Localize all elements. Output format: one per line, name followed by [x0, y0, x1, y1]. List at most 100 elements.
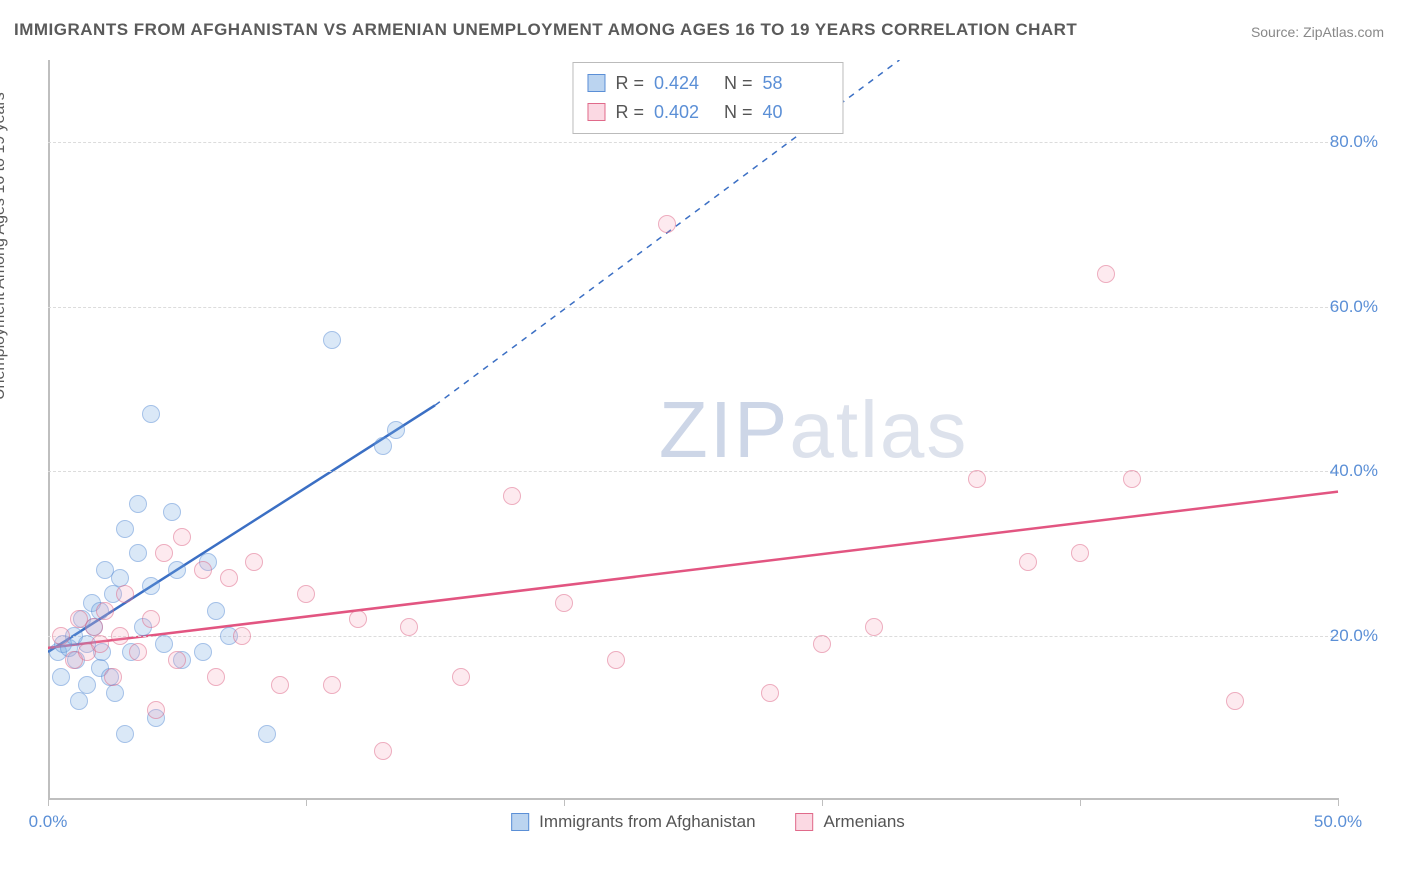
gridline — [48, 142, 1338, 143]
data-point — [52, 627, 70, 645]
data-point — [104, 668, 122, 686]
stat-n-label: N = — [724, 98, 753, 127]
x-tick-mark — [564, 798, 565, 806]
data-point — [85, 618, 103, 636]
data-point — [1097, 265, 1115, 283]
x-tick-label: 50.0% — [1314, 812, 1362, 832]
data-point — [52, 668, 70, 686]
bottom-legend: Immigrants from Afghanistan Armenians — [511, 812, 905, 832]
data-point — [142, 610, 160, 628]
legend-label: Immigrants from Afghanistan — [539, 812, 755, 832]
x-tick-mark — [48, 798, 49, 806]
data-point — [70, 692, 88, 710]
data-point — [111, 569, 129, 587]
data-point — [207, 602, 225, 620]
source-prefix: Source: — [1251, 24, 1303, 40]
data-point — [106, 684, 124, 702]
data-point — [220, 569, 238, 587]
trendlines-svg — [48, 60, 1368, 830]
data-point — [555, 594, 573, 612]
trendline — [48, 492, 1338, 648]
data-point — [111, 627, 129, 645]
data-point — [374, 437, 392, 455]
data-point — [155, 544, 173, 562]
data-point — [173, 528, 191, 546]
legend-swatch — [796, 813, 814, 831]
x-tick-label: 0.0% — [29, 812, 68, 832]
x-tick-mark — [1080, 798, 1081, 806]
watermark: ZIPatlas — [659, 384, 968, 476]
data-point — [387, 421, 405, 439]
legend-label: Armenians — [824, 812, 905, 832]
data-point — [1071, 544, 1089, 562]
data-point — [207, 668, 225, 686]
data-point — [452, 668, 470, 686]
data-point — [1019, 553, 1037, 571]
data-point — [400, 618, 418, 636]
data-point — [761, 684, 779, 702]
stat-r-value: 0.424 — [654, 69, 714, 98]
y-tick-label: 60.0% — [1330, 297, 1378, 317]
legend-swatch — [587, 74, 605, 92]
y-tick-label: 20.0% — [1330, 626, 1378, 646]
data-point — [155, 635, 173, 653]
chart-title: IMMIGRANTS FROM AFGHANISTAN VS ARMENIAN … — [14, 20, 1077, 40]
data-point — [147, 701, 165, 719]
watermark-atlas: atlas — [789, 385, 968, 474]
source-link[interactable]: ZipAtlas.com — [1303, 24, 1384, 40]
data-point — [194, 561, 212, 579]
data-point — [116, 725, 134, 743]
data-point — [142, 405, 160, 423]
data-point — [96, 602, 114, 620]
stat-n-value: 58 — [763, 69, 823, 98]
gridline — [48, 307, 1338, 308]
x-axis-line — [48, 798, 1338, 800]
data-point — [116, 585, 134, 603]
data-point — [813, 635, 831, 653]
stats-row: R = 0.424 N = 58 — [587, 69, 822, 98]
stat-r-label: R = — [615, 69, 644, 98]
gridline — [48, 471, 1338, 472]
legend-swatch — [511, 813, 529, 831]
data-point — [297, 585, 315, 603]
data-point — [245, 553, 263, 571]
data-point — [142, 577, 160, 595]
stat-n-value: 40 — [763, 98, 823, 127]
data-point — [323, 331, 341, 349]
stat-r-label: R = — [615, 98, 644, 127]
x-tick-mark — [1338, 798, 1339, 806]
stats-row: R = 0.402 N = 40 — [587, 98, 822, 127]
legend-swatch — [587, 103, 605, 121]
data-point — [323, 676, 341, 694]
data-point — [78, 676, 96, 694]
data-point — [91, 635, 109, 653]
stat-n-label: N = — [724, 69, 753, 98]
data-point — [374, 742, 392, 760]
data-point — [129, 495, 147, 513]
data-point — [271, 676, 289, 694]
stats-legend-box: R = 0.424 N = 58 R = 0.402 N = 40 — [572, 62, 843, 134]
x-tick-mark — [822, 798, 823, 806]
data-point — [233, 627, 251, 645]
data-point — [258, 725, 276, 743]
data-point — [968, 470, 986, 488]
data-point — [349, 610, 367, 628]
legend-item: Armenians — [796, 812, 905, 832]
data-point — [865, 618, 883, 636]
chart-area: ZIPatlas 20.0%40.0%60.0%80.0%0.0%50.0% R… — [48, 60, 1368, 830]
data-point — [1226, 692, 1244, 710]
data-point — [503, 487, 521, 505]
y-tick-label: 40.0% — [1330, 461, 1378, 481]
y-axis-label: Unemployment Among Ages 16 to 19 years — [0, 92, 9, 400]
data-point — [658, 215, 676, 233]
data-point — [116, 520, 134, 538]
stat-r-value: 0.402 — [654, 98, 714, 127]
data-point — [607, 651, 625, 669]
y-axis-line — [48, 60, 50, 800]
data-point — [163, 503, 181, 521]
data-point — [194, 643, 212, 661]
watermark-zip: ZIP — [659, 385, 789, 474]
legend-item: Immigrants from Afghanistan — [511, 812, 755, 832]
source-attribution: Source: ZipAtlas.com — [1251, 24, 1384, 40]
data-point — [129, 643, 147, 661]
